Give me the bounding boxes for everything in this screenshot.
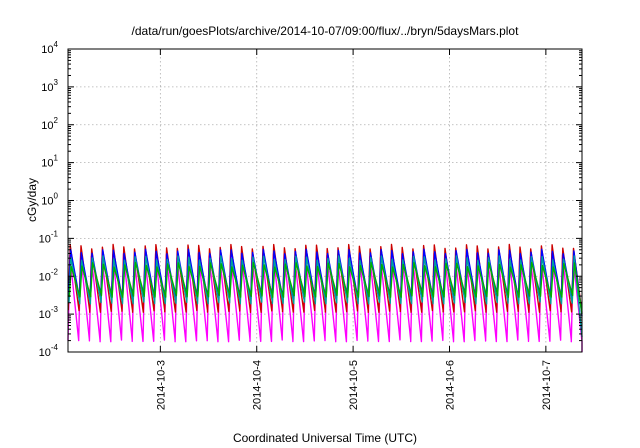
y-tick-label: 100 [41, 192, 58, 208]
x-tick-label: 2014-10-7 [541, 360, 553, 410]
y-axis-label: cGy/day [25, 178, 39, 222]
axis-ticks [68, 48, 582, 353]
y-tick-label: 10-3 [39, 305, 59, 321]
x-tick-label: 2014-10-6 [444, 360, 456, 410]
y-tick-label: 101 [41, 154, 58, 170]
y-tick-label: 104 [41, 40, 58, 56]
series-line [67, 243, 583, 313]
x-axis-label: Coordinated Universal Time (UTC) [233, 431, 417, 445]
x-tick-labels: 2014-10-3 2014-10-4 2014-10-5 2014-10-6 2014… [155, 360, 553, 410]
y-tick-label: 10-1 [39, 229, 59, 245]
series-group [67, 243, 583, 352]
y-tick-labels: 10-4 10-3 10-2 10-1 100 101 102 103 104 [39, 40, 59, 359]
series-line [68, 261, 583, 315]
y-tick-label: 10-4 [39, 343, 59, 359]
y-tick-label: 102 [41, 116, 58, 132]
x-tick-label: 2014-10-5 [348, 360, 360, 410]
x-tick-label: 2014-10-3 [155, 360, 167, 410]
y-tick-label: 103 [41, 78, 58, 94]
y-tick-label: 10-2 [39, 267, 59, 283]
x-tick-label: 2014-10-4 [252, 360, 264, 410]
chart-title: /data/run/goesPlots/archive/2014-10-07/0… [132, 24, 520, 38]
